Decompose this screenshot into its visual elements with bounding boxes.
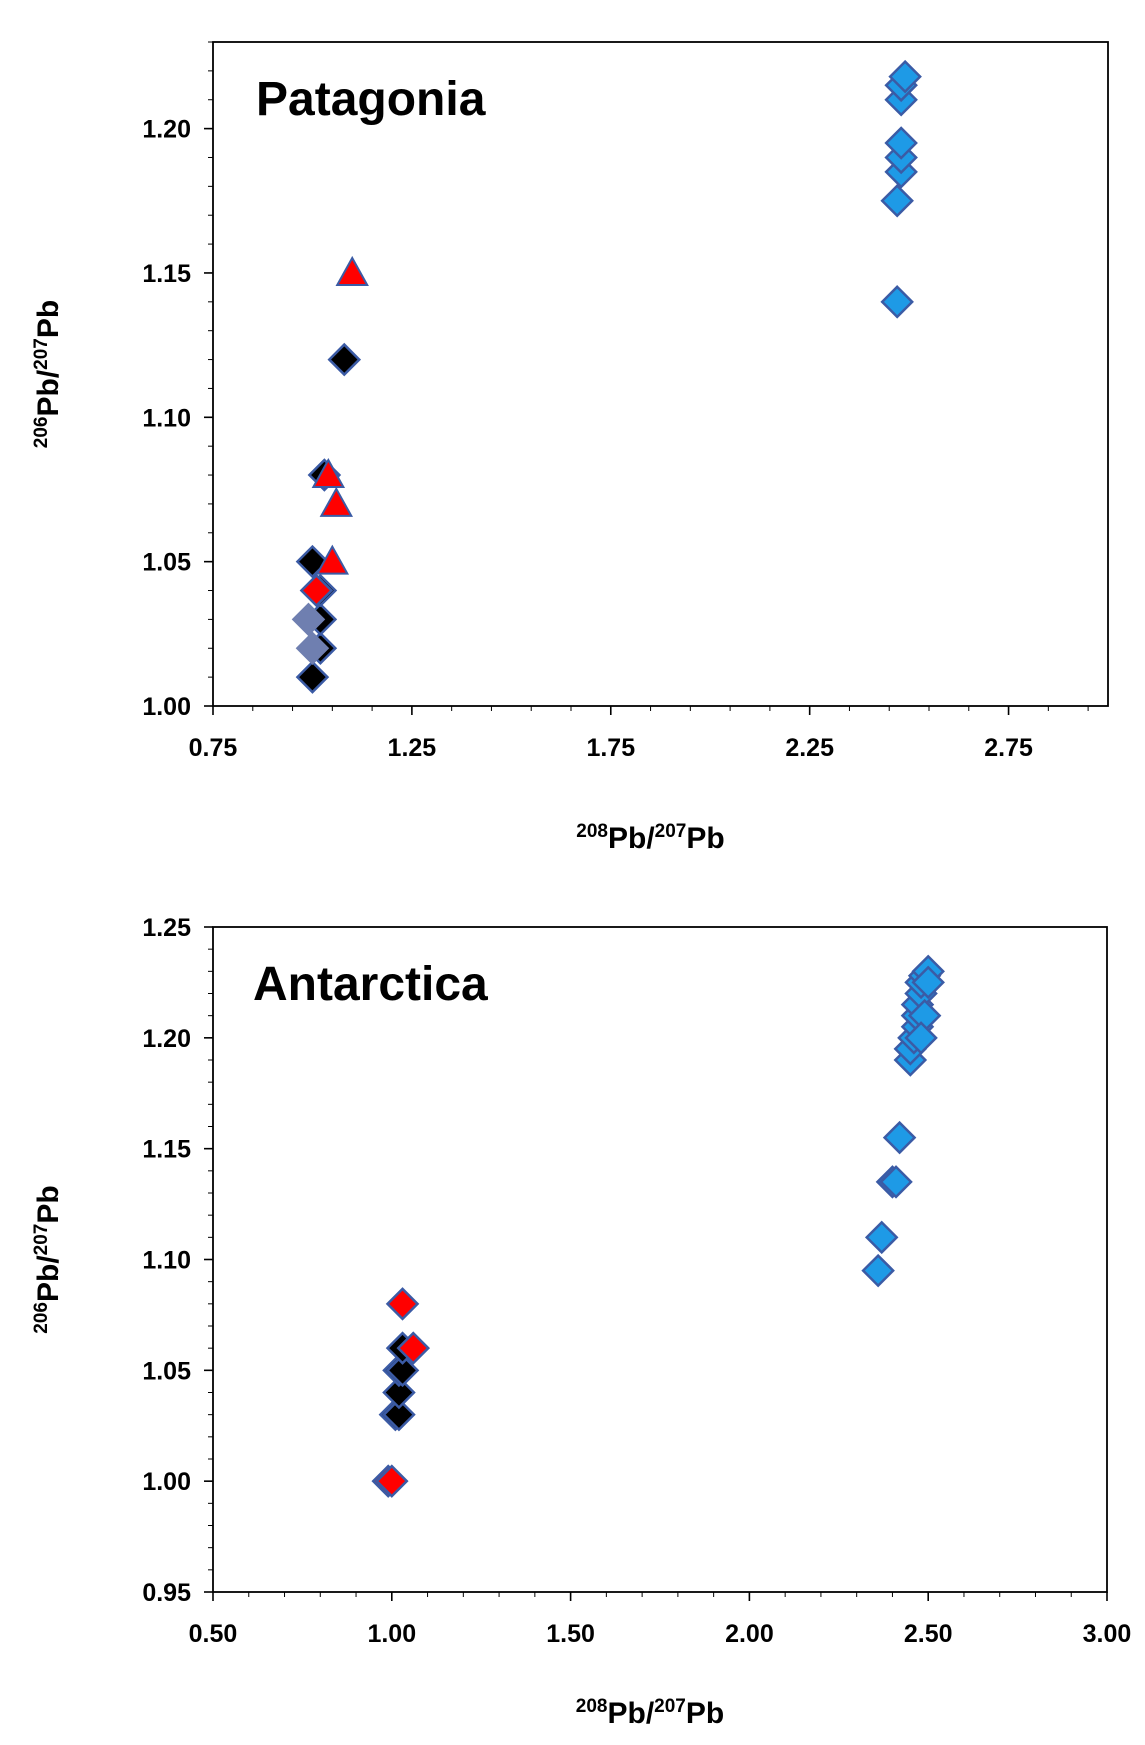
x-tick-label: 3.00 <box>1083 1620 1132 1648</box>
y-tick-label: 1.00 <box>142 693 191 721</box>
diamond-marker <box>396 1331 431 1365</box>
y-tick-label: 1.20 <box>142 116 191 144</box>
y-tick-label: 1.05 <box>142 549 191 577</box>
diamond-marker <box>884 126 918 160</box>
scatter-plot-0: 1.00 1.05 1.10 1.15 1.20 0.75 1.25 1.75 2.25 2.75… <box>31 41 1109 855</box>
diamond-marker <box>904 1021 938 1055</box>
y-tick-label: 1.05 <box>142 1357 191 1385</box>
x-tick-label: 0.50 <box>189 1620 238 1648</box>
panel-title: Antarctica <box>253 958 488 1011</box>
diamond-marker <box>882 1120 917 1155</box>
x-tick-label: 2.25 <box>785 734 834 762</box>
y-tick-label: 1.15 <box>142 260 191 288</box>
y-tick-label: 1.15 <box>142 1136 191 1164</box>
y-axis-label: 206Pb/207Pb <box>31 300 65 448</box>
x-tick-label: 0.75 <box>189 734 238 762</box>
diamond-marker <box>864 1220 899 1255</box>
triangle-marker <box>315 544 350 575</box>
y-tick-label: 1.25 <box>142 914 191 942</box>
x-axis-label: 208Pb/207Pb <box>576 821 724 855</box>
panel-title: Patagonia <box>256 73 486 126</box>
diamond-marker <box>382 1375 416 1410</box>
diamond-marker <box>385 1287 420 1321</box>
y-tick-label: 1.00 <box>142 1468 191 1496</box>
diamond-marker <box>861 1253 895 1288</box>
x-tick-label: 1.00 <box>367 1620 416 1648</box>
y-tick-label: 1.10 <box>142 1247 191 1275</box>
diamond-marker <box>295 631 330 666</box>
scatter-plot-1: 0.95 1.00 1.05 1.10 1.15 1.20 1.25 0.50 1.00 1.50… <box>31 914 1132 1730</box>
diamond-marker <box>911 965 945 1000</box>
diamond-marker <box>879 1165 913 1199</box>
y-tick-label: 1.20 <box>142 1025 191 1053</box>
data-points <box>291 59 922 694</box>
x-tick-label: 2.00 <box>725 1620 774 1648</box>
triangle-marker <box>311 457 346 489</box>
diamond-marker <box>295 660 330 694</box>
plot-area <box>212 41 1109 707</box>
patagonia-chart: 1.00 1.05 1.10 1.15 1.20 0.75 1.25 1.75 2.25 2.75… <box>0 0 1145 870</box>
x-tick-label: 2.75 <box>984 734 1033 762</box>
x-tick-label: 1.25 <box>388 734 437 762</box>
triangle-marker <box>319 486 354 517</box>
antarctica-chart: 0.95 1.00 1.05 1.10 1.15 1.20 1.25 0.50 1.00 1.50… <box>0 885 1145 1745</box>
y-tick-label: 0.95 <box>142 1579 191 1607</box>
diamond-marker <box>385 1353 420 1388</box>
x-axis-label: 208Pb/207Pb <box>576 1696 724 1730</box>
diamond-marker <box>880 184 914 218</box>
y-tick-label: 1.10 <box>142 404 191 432</box>
diamond-marker <box>880 285 914 319</box>
diamond-marker <box>888 59 922 94</box>
triangle-marker <box>335 255 369 286</box>
diamond-marker <box>291 602 326 637</box>
plot-area <box>212 926 1108 1593</box>
x-tick-label: 1.75 <box>586 734 635 762</box>
diamond-marker <box>375 1464 409 1498</box>
x-tick-label: 1.50 <box>546 1620 595 1648</box>
x-tick-label: 2.50 <box>904 1620 953 1648</box>
diamond-marker <box>327 342 362 377</box>
y-axis-label: 206Pb/207Pb <box>31 1185 65 1333</box>
diamond-marker <box>382 1397 416 1432</box>
diamond-marker <box>299 573 334 608</box>
data-points <box>371 954 945 1498</box>
